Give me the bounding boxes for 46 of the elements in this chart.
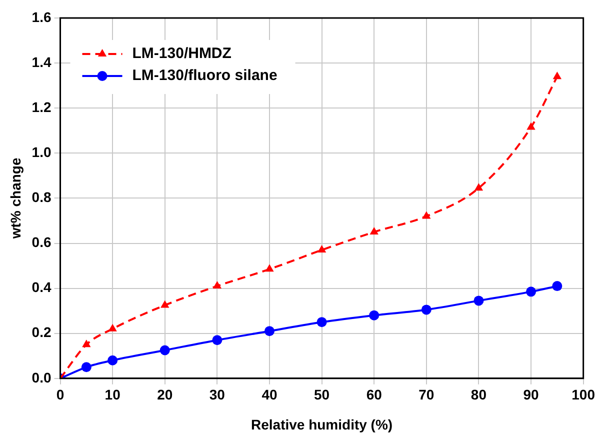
y-tick-label: 1.2 — [32, 98, 52, 115]
point — [526, 286, 536, 297]
point — [370, 226, 378, 234]
y-axis-title: wt% change — [7, 158, 24, 240]
point — [108, 324, 117, 332]
point — [160, 300, 170, 308]
point — [552, 72, 562, 80]
x-tick-label: 80 — [470, 386, 487, 403]
point — [317, 245, 326, 253]
y-tick-label: 1.4 — [32, 54, 52, 70]
y-tick-label: 0.2 — [32, 324, 52, 340]
y-tick-label: 0.8 — [32, 189, 52, 206]
y-tick-label: 0.4 — [32, 279, 52, 296]
x-tick-label: 40 — [262, 386, 278, 403]
point — [264, 326, 274, 336]
x-tick-label: 0 — [56, 386, 64, 403]
x-tick-label: 90 — [523, 386, 540, 403]
x-tick-label: 50 — [314, 386, 330, 403]
point — [369, 310, 380, 320]
x-tick-label: 60 — [366, 386, 382, 403]
point — [526, 122, 536, 130]
point — [82, 340, 91, 348]
point — [421, 304, 432, 315]
x-tick-label: 20 — [157, 386, 173, 403]
legend-label: LM-130/fluoro silane — [132, 67, 278, 84]
point — [474, 296, 484, 306]
x-tick-label: 30 — [209, 386, 226, 403]
point — [212, 281, 222, 289]
x-tick-label: 100 — [572, 386, 596, 403]
y-tick-label: 0.0 — [32, 369, 52, 386]
x-tick-label: 10 — [104, 386, 121, 403]
point — [212, 335, 222, 346]
x-tick-label: 70 — [418, 386, 434, 403]
point — [108, 355, 118, 366]
y-tick-label: 0.6 — [32, 234, 52, 250]
point — [81, 362, 92, 372]
point — [265, 264, 274, 272]
point — [160, 345, 170, 356]
legend-label: LM-130/HMDZ — [132, 45, 232, 62]
point — [316, 317, 327, 328]
point — [422, 211, 431, 219]
y-tick-label: 1.0 — [32, 144, 52, 160]
point — [552, 281, 562, 292]
point — [474, 183, 484, 191]
x-axis-title: Relative humidity (%) — [250, 416, 393, 432]
y-tick-label: 1.6 — [32, 8, 52, 25]
